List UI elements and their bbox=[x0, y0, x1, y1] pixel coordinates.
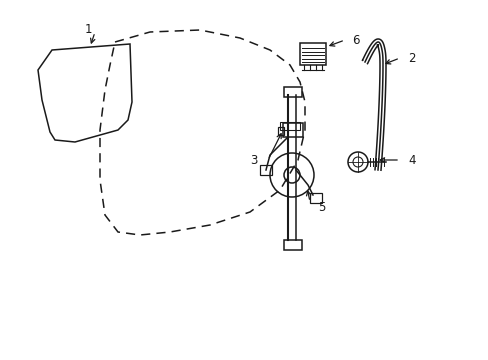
Bar bbox=[283, 123, 303, 137]
Text: 2: 2 bbox=[407, 51, 415, 64]
Bar bbox=[278, 127, 284, 135]
Bar bbox=[299, 43, 325, 65]
Bar bbox=[284, 87, 302, 97]
Text: 3: 3 bbox=[250, 153, 258, 166]
Bar bbox=[284, 240, 302, 250]
Text: 5: 5 bbox=[317, 201, 325, 213]
Bar bbox=[280, 122, 299, 130]
Bar bbox=[260, 165, 271, 175]
Text: 4: 4 bbox=[407, 153, 415, 166]
Text: 6: 6 bbox=[351, 33, 359, 46]
Bar bbox=[309, 193, 321, 203]
Text: 1: 1 bbox=[84, 23, 92, 36]
